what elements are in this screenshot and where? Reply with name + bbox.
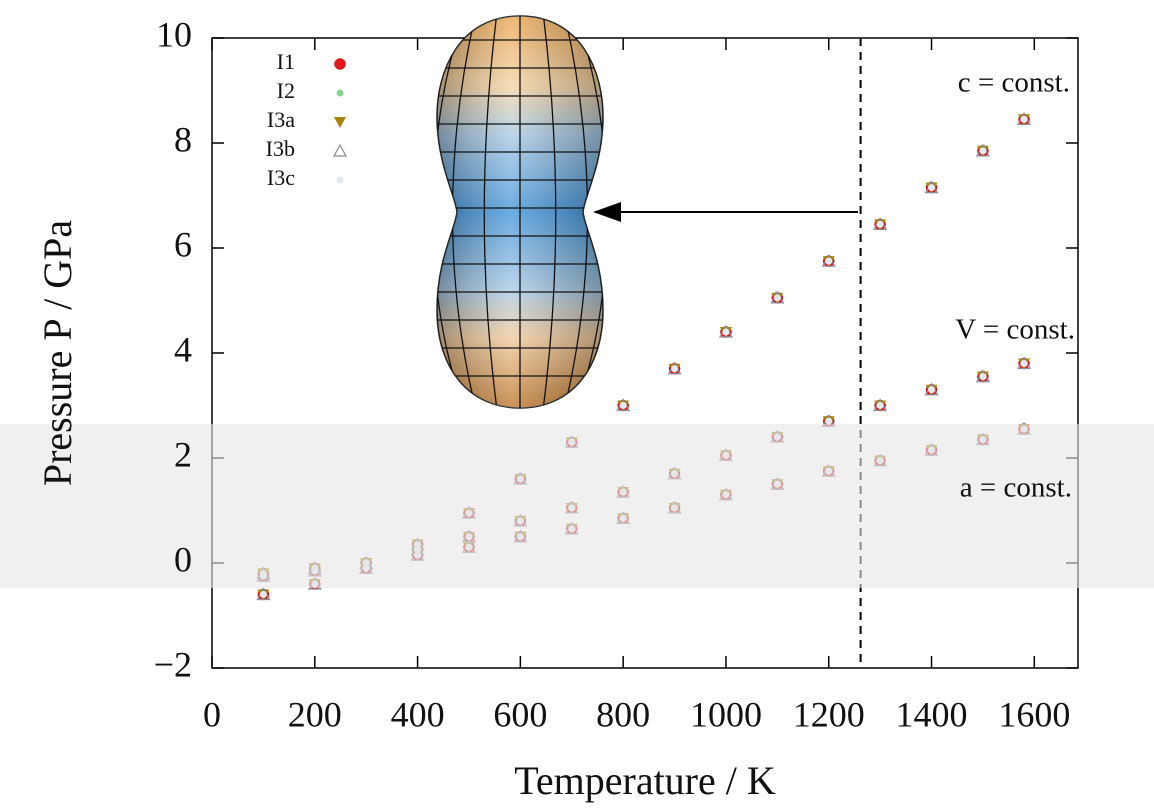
curve-label: c = const. <box>958 67 1070 99</box>
legend-marker <box>336 89 344 97</box>
y-axis-label: Pressure P / GPa <box>35 220 80 487</box>
data-point <box>876 402 884 409</box>
x-tick-label: 1200 <box>793 694 865 734</box>
data-point <box>722 328 730 336</box>
curve-label: V = const. <box>955 314 1075 346</box>
data-point <box>773 294 781 302</box>
data-point <box>259 591 267 598</box>
x-tick-label: 400 <box>391 694 445 734</box>
x-tick-label: 1600 <box>998 694 1070 734</box>
data-point <box>825 257 833 265</box>
y-tick-label: 8 <box>174 119 192 159</box>
legend-marker <box>334 58 346 70</box>
legend-label: I2 <box>277 78 295 103</box>
legend-label: I3b <box>266 136 295 161</box>
data-point <box>1020 360 1028 367</box>
data-point <box>928 184 936 192</box>
x-tick-label: 0 <box>203 694 221 734</box>
labels: 0 200 400 600 800 1000 1200 1400 1600 −2 0 2 4 6 8 10 I1… <box>154 14 1075 734</box>
y-tick-label: 6 <box>174 224 192 264</box>
x-tick-label: 800 <box>596 694 650 734</box>
peanut-shape <box>436 15 604 409</box>
legend-marker <box>336 176 344 184</box>
legend-marker <box>334 117 346 128</box>
data-point <box>825 417 833 425</box>
x-tick-label: 1400 <box>896 694 968 734</box>
data-point <box>876 220 884 228</box>
x-tick-label: 200 <box>288 694 342 734</box>
data-point <box>619 402 627 409</box>
curve-label: a = const. <box>960 472 1072 504</box>
highlight-band <box>0 424 1154 588</box>
data-point <box>979 147 987 155</box>
y-tick-label: 10 <box>156 14 192 54</box>
y-tick-label: −2 <box>154 644 192 684</box>
x-tick-label: 600 <box>493 694 547 734</box>
x-axis-label: Temperature / K <box>514 758 776 803</box>
y-tick-label: 2 <box>174 434 192 474</box>
y-tick-label: 0 <box>174 539 192 579</box>
data-point <box>979 373 987 381</box>
data-point <box>1020 115 1028 123</box>
y-tick-label: 4 <box>174 329 192 369</box>
data-point <box>928 386 936 394</box>
legend-label: I3c <box>267 165 295 190</box>
data-point <box>671 365 679 373</box>
legend-label: I3a <box>267 107 295 132</box>
x-tick-label: 1000 <box>690 694 762 734</box>
legend-label: I1 <box>277 49 295 74</box>
legend-marker <box>332 143 348 157</box>
